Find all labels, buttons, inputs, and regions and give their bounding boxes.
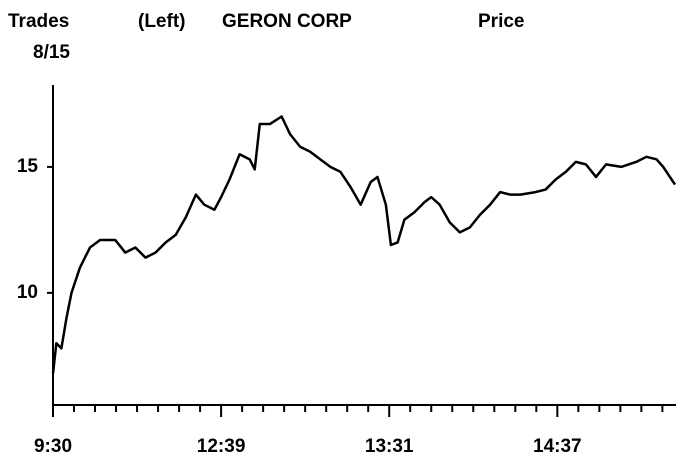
x-tick-label: 9:30 [34,436,72,457]
header-trades: Trades [8,11,69,32]
price-line [51,115,677,374]
y-tick-label: 15 [17,156,39,177]
y-tick-label: 10 [17,282,38,303]
date-label: 8/15 [33,42,70,63]
chart-title: GERON CORP [222,11,352,32]
x-tick-label: 13:31 [365,436,414,457]
header-price: Price [478,11,524,32]
x-tick-label: 14:37 [533,436,582,457]
x-tick-label: 12:39 [197,436,246,457]
header-left: (Left) [138,11,185,32]
